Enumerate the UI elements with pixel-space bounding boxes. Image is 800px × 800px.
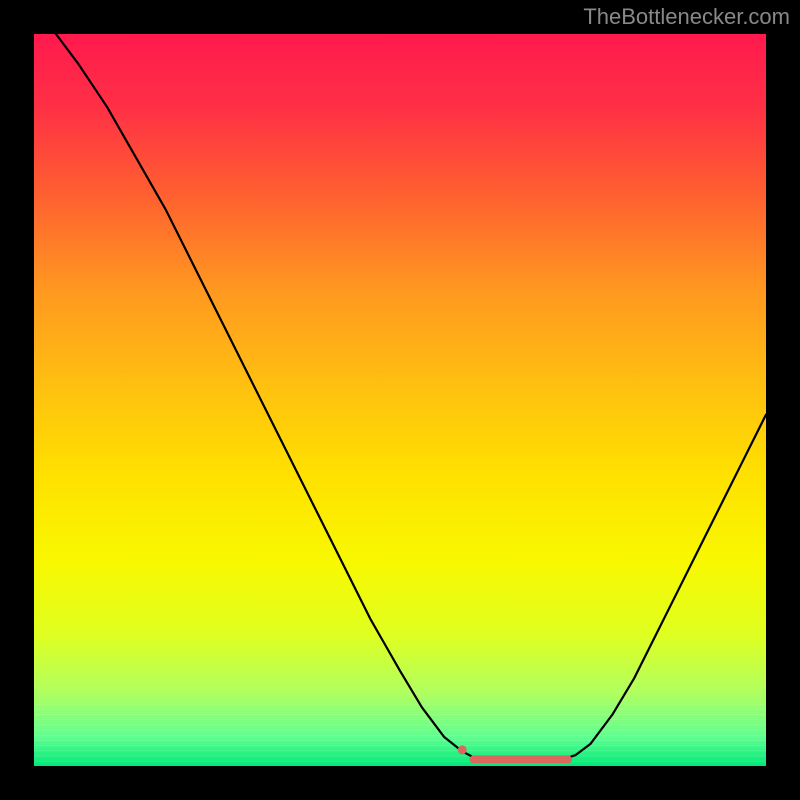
bottom-stripe [34, 740, 766, 741]
highlight-band [470, 755, 572, 763]
bottleneck-chart: TheBottlenecker.com [0, 0, 800, 800]
bottom-stripe [34, 756, 766, 757]
bottom-stripe [34, 725, 766, 726]
bottom-stripe [34, 745, 766, 746]
bottom-stripe [34, 735, 766, 736]
bottom-stripe [34, 709, 766, 710]
bottom-stripe [34, 730, 766, 731]
bottom-stripe [34, 704, 766, 705]
gradient-background [34, 34, 766, 766]
highlight-dot [458, 745, 467, 754]
bottom-stripe [34, 714, 766, 715]
bottom-stripe [34, 750, 766, 751]
attribution-label: TheBottlenecker.com [583, 4, 790, 30]
bottom-stripe [34, 761, 766, 762]
plot-area [34, 34, 766, 766]
bottom-stripe [34, 719, 766, 720]
